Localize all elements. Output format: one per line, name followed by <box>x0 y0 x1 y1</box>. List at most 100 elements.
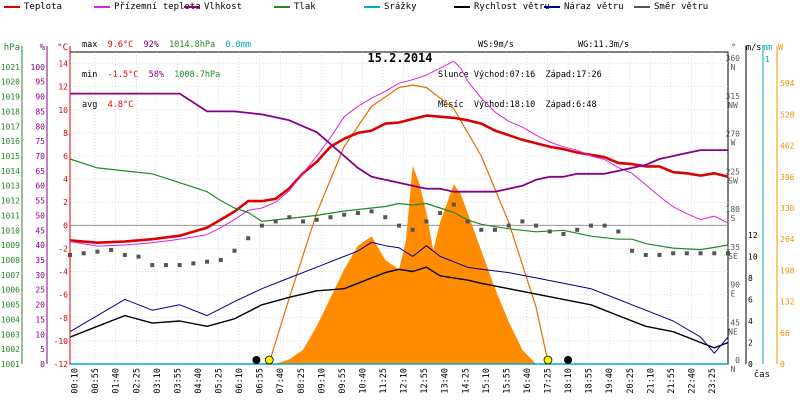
x-tick-label: 04:40 <box>194 368 204 394</box>
stats-max-humidity: 92% <box>143 40 159 50</box>
legend-label: Vlhkost <box>204 2 242 12</box>
moon-times: Měsíc Východ:18:10 Západ:6:48 <box>438 100 597 110</box>
x-tick-label: 20:25 <box>626 368 636 394</box>
axis-direction-letter: N <box>731 365 736 374</box>
x-tick-label: 13:40 <box>441 368 451 394</box>
axis-tick-wind: 12 <box>748 231 758 240</box>
axis-tick-wind: 8 <box>748 274 753 283</box>
axis-title-humidity_pct: % <box>40 43 46 53</box>
legend-swatch <box>4 6 20 8</box>
x-tick-label: 06:55 <box>256 368 266 394</box>
wind-direction-point <box>259 223 264 228</box>
wind-direction-point <box>177 263 182 268</box>
legend-swatch <box>94 6 110 8</box>
x-tick-label: 02:25 <box>132 368 142 394</box>
axis-tick-direction: 270 <box>726 130 741 139</box>
legend-label: Směr větru <box>654 2 709 12</box>
chart-legend: Teplota Přízemní teplota Vlhkost Tlak Sr… <box>0 0 800 14</box>
x-tick-label: 03:55 <box>173 368 183 394</box>
x-tick-label: 21:55 <box>667 368 677 394</box>
axis-direction-letter: NW <box>728 101 738 110</box>
x-axis-label: čas <box>754 369 770 380</box>
stats-max-temp: 9.6°C <box>107 40 134 50</box>
stats-wind-gust: WG:11.3m/s <box>578 40 630 50</box>
stats-min-humidity: 58% <box>148 70 164 80</box>
axis-tick-pressure_hPa: 1012 <box>1 197 20 206</box>
axis-tick-humidity_pct: 40 <box>35 241 45 250</box>
x-tick-label: 16:40 <box>523 368 533 394</box>
stats-avg-label: avg <box>82 100 98 110</box>
axis-tick-humidity_pct: 100 <box>31 63 46 72</box>
stats-avg-temp: 4.8°C <box>107 100 134 110</box>
axis-tick-direction: 315 <box>726 92 741 101</box>
stats-avg-row: avg 4.8°C <box>82 100 251 110</box>
wind-direction-point <box>534 223 539 228</box>
legend-swatch <box>184 6 200 8</box>
axis-tick-solar: 528 <box>780 110 795 119</box>
axis-tick-pressure_hPa: 1020 <box>1 78 20 87</box>
legend-item-pressure: Tlak <box>274 1 316 13</box>
legend-swatch <box>454 6 470 8</box>
axis-tick-humidity_pct: 65 <box>35 167 45 176</box>
wind-direction-point <box>465 219 470 224</box>
axis-tick-temperature_C: -8 <box>58 314 68 323</box>
series-solar-radiation <box>275 165 537 364</box>
wind-direction-point <box>273 219 278 224</box>
x-tick-label: 05:25 <box>215 368 225 394</box>
axis-tick-solar: 0 <box>780 360 785 369</box>
x-tick-label: 11:25 <box>379 368 389 394</box>
stats-max-row: max 9.6°C 92% 1014.8hPa 0.0mm <box>82 40 251 50</box>
legend-swatch <box>634 6 650 8</box>
wind-direction-point <box>575 227 580 232</box>
axis-tick-pressure_hPa: 1002 <box>1 345 20 354</box>
legend-label: Tlak <box>294 2 316 12</box>
wind-direction-point <box>506 223 511 228</box>
wind-direction-point <box>218 258 223 262</box>
axis-tick-solar: 132 <box>780 298 795 307</box>
x-tick-label: 01:40 <box>112 368 122 394</box>
axis-tick-temperature_C: 12 <box>58 83 68 92</box>
legend-item-temperature: Teplota <box>4 1 62 13</box>
axis-tick-solar: 66 <box>780 329 790 338</box>
stats-min-pressure: 1008.7hPa <box>174 70 221 80</box>
x-tick-label: 06:10 <box>235 368 245 394</box>
wind-direction-point <box>616 229 621 234</box>
axis-tick-temperature_C: 0 <box>63 221 68 230</box>
axis-tick-temperature_C: 14 <box>58 60 68 69</box>
wind-direction-point <box>355 211 360 216</box>
x-tick-label: 18:55 <box>585 368 595 394</box>
axis-tick-temperature_C: -4 <box>58 268 68 277</box>
astro-block: WS:9m/s WG:11.3m/s Slunce Východ:07:16 Zá… <box>438 20 629 130</box>
axis-tick-pressure_hPa: 1010 <box>1 226 20 235</box>
axis-tick-humidity_pct: 55 <box>35 197 45 206</box>
axis-tick-humidity_pct: 30 <box>35 271 45 280</box>
axis-tick-humidity_pct: 15 <box>35 315 45 324</box>
axis-tick-pressure_hPa: 1001 <box>1 360 20 369</box>
axis-tick-solar: 462 <box>780 142 795 151</box>
wind-stats-row: WS:9m/s WG:11.3m/s <box>438 40 629 50</box>
axis-tick-temperature_C: 8 <box>63 129 68 138</box>
legend-swatch <box>274 6 290 8</box>
axis-tick-humidity_pct: 75 <box>35 137 45 146</box>
stats-wind-speed: WS:9m/s <box>478 40 514 50</box>
stats-block: max 9.6°C 92% 1014.8hPa 0.0mm min -1.5°C… <box>82 20 251 130</box>
wind-direction-point <box>205 259 210 264</box>
axis-tick-direction: 45 <box>730 318 740 327</box>
axis-tick-temperature_C: -10 <box>54 337 69 346</box>
axis-tick-direction: 135 <box>726 243 741 252</box>
axis-tick-temperature_C: 4 <box>63 175 68 184</box>
wind-direction-point <box>95 249 100 254</box>
axis-tick-temperature_C: -2 <box>58 244 68 253</box>
wind-direction-point <box>726 251 730 256</box>
legend-swatch <box>544 6 560 8</box>
axis-tick-pressure_hPa: 1015 <box>1 152 20 161</box>
axis-tick-pressure_hPa: 1007 <box>1 271 20 280</box>
moonrise-marker <box>564 356 573 364</box>
axis-tick-solar: 264 <box>780 235 795 244</box>
axes-layer: hPa1001100210031004100510061007100810091… <box>1 43 795 374</box>
wind-direction-point <box>643 252 648 257</box>
axis-title-direction: ° <box>731 43 736 53</box>
stats-max-label: max <box>82 40 98 50</box>
sunrise-marker <box>264 355 274 365</box>
axis-direction-letter: SW <box>728 176 738 185</box>
